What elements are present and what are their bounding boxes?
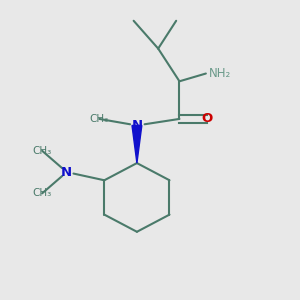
Text: N: N [131, 119, 142, 132]
Text: CH₃: CH₃ [32, 188, 52, 198]
Text: NH₂: NH₂ [209, 67, 231, 80]
Text: O: O [202, 112, 213, 125]
Text: CH₃: CH₃ [32, 146, 52, 156]
Polygon shape [132, 125, 142, 163]
Text: N: N [61, 166, 72, 178]
Text: CH₃: CH₃ [90, 114, 109, 124]
